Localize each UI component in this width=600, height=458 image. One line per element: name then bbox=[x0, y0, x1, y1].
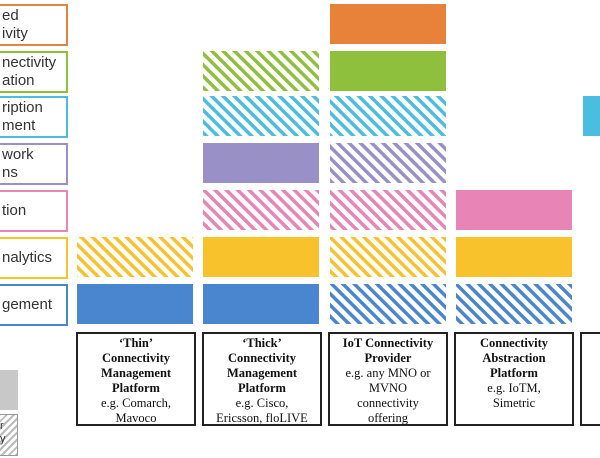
category-detail-line: Mavoco bbox=[115, 411, 157, 425]
row-label-line: ation bbox=[2, 72, 35, 89]
block-iot-provider-connectivity-aggregation-solid bbox=[330, 51, 446, 91]
block-thick-automation-hatched bbox=[203, 190, 319, 230]
legend-hatched-swatch bbox=[0, 414, 18, 456]
block-thin-management-solid bbox=[77, 284, 193, 324]
block-iot-provider-analytics-hatched bbox=[330, 237, 446, 277]
category-title-line: ‘Thin’ bbox=[118, 336, 154, 350]
row-label-line: work bbox=[2, 146, 34, 163]
row-label-line: ed bbox=[2, 7, 19, 24]
legend-hatched-text: r y bbox=[0, 420, 8, 446]
category-detail-line: MVNO bbox=[368, 381, 408, 395]
block-abstraction-management-hatched bbox=[456, 284, 572, 324]
category-title-line: ‘Thick’ bbox=[242, 336, 282, 350]
block-iot-provider-subscription-management-hatched bbox=[330, 96, 446, 136]
row-label-line: tion bbox=[2, 202, 27, 219]
block-thin-analytics-hatched bbox=[77, 237, 193, 277]
block-thick-connectivity-aggregation-hatched bbox=[203, 51, 319, 91]
row-label-network-functions: work ns bbox=[0, 143, 68, 185]
row-label-line: ivity bbox=[2, 25, 28, 42]
category-detail-line: Simetric bbox=[492, 396, 536, 410]
block-iot-provider-managed-connectivity-solid bbox=[330, 4, 446, 44]
category-title-line: Platform bbox=[490, 366, 538, 380]
legend-hatched-line-1: r bbox=[0, 420, 4, 432]
category-detail-line: e.g. IoTM, bbox=[487, 381, 541, 395]
category-detail-line: offering bbox=[367, 411, 409, 425]
partial-subscription-tile bbox=[583, 96, 600, 136]
category-title-line: IoT Connectivity bbox=[342, 336, 434, 350]
category-title-line: Platform bbox=[238, 381, 286, 395]
block-iot-provider-automation-hatched bbox=[330, 190, 446, 230]
category-detail-line: e.g. any MNO or bbox=[345, 366, 431, 380]
row-label-line: ns bbox=[2, 164, 18, 181]
row-label-automation: tion bbox=[0, 190, 68, 232]
legend-solid-swatch bbox=[0, 370, 18, 410]
row-label-line: ription bbox=[2, 99, 43, 116]
category-title-line: Management bbox=[100, 366, 172, 380]
category-box-iot-provider: IoT Connectivity Provider e.g. any MNO or M… bbox=[328, 332, 448, 426]
category-title-line: Provider bbox=[364, 351, 412, 365]
block-thick-network-functions-solid bbox=[203, 143, 319, 183]
block-abstraction-analytics-solid bbox=[456, 237, 572, 277]
row-label-line: ment bbox=[2, 117, 36, 134]
category-box-abstraction: Connectivity Abstraction Platform e.g. IoTM… bbox=[454, 332, 574, 426]
block-thick-analytics-solid bbox=[203, 237, 319, 277]
category-title-line: Connectivity bbox=[479, 336, 549, 350]
partial-category-box bbox=[580, 332, 600, 426]
category-detail-line: connectivity bbox=[357, 396, 419, 410]
category-detail-line: e.g. Cisco, bbox=[235, 396, 289, 410]
row-label-managed-connectivity: ed ivity bbox=[0, 4, 68, 46]
row-label-connectivity-aggregation: nectivity ation bbox=[0, 51, 68, 93]
category-box-thin: ‘Thin’ Connectivity Management Platform e.g.… bbox=[76, 332, 196, 426]
category-title-line: Connectivity bbox=[227, 351, 297, 365]
row-label-line: nalytics bbox=[2, 249, 53, 266]
category-detail-line: e.g. Comarch, bbox=[100, 396, 172, 410]
category-title-line: Management bbox=[226, 366, 298, 380]
row-label-subscription-management: ription ment bbox=[0, 96, 68, 138]
block-thick-management-solid bbox=[203, 284, 319, 324]
block-thick-subscription-management-hatched bbox=[203, 96, 319, 136]
block-iot-provider-management-hatched bbox=[330, 284, 446, 324]
category-box-thick: ‘Thick’ Connectivity Management Platform e.g… bbox=[202, 332, 322, 426]
block-abstraction-automation-solid bbox=[456, 190, 572, 230]
row-label-line: nectivity bbox=[2, 54, 57, 71]
legend-hatched-line-2: y bbox=[0, 433, 6, 445]
row-label-line: gement bbox=[2, 296, 53, 313]
category-title-line: Connectivity bbox=[101, 351, 171, 365]
category-title-line: Platform bbox=[112, 381, 160, 395]
row-label-management: gement bbox=[0, 284, 68, 326]
category-detail-line: Ericsson, floLIVE bbox=[216, 411, 308, 425]
block-iot-provider-network-functions-hatched bbox=[330, 143, 446, 183]
category-title-line: Abstraction bbox=[482, 351, 546, 365]
row-label-analytics: nalytics bbox=[0, 237, 68, 279]
